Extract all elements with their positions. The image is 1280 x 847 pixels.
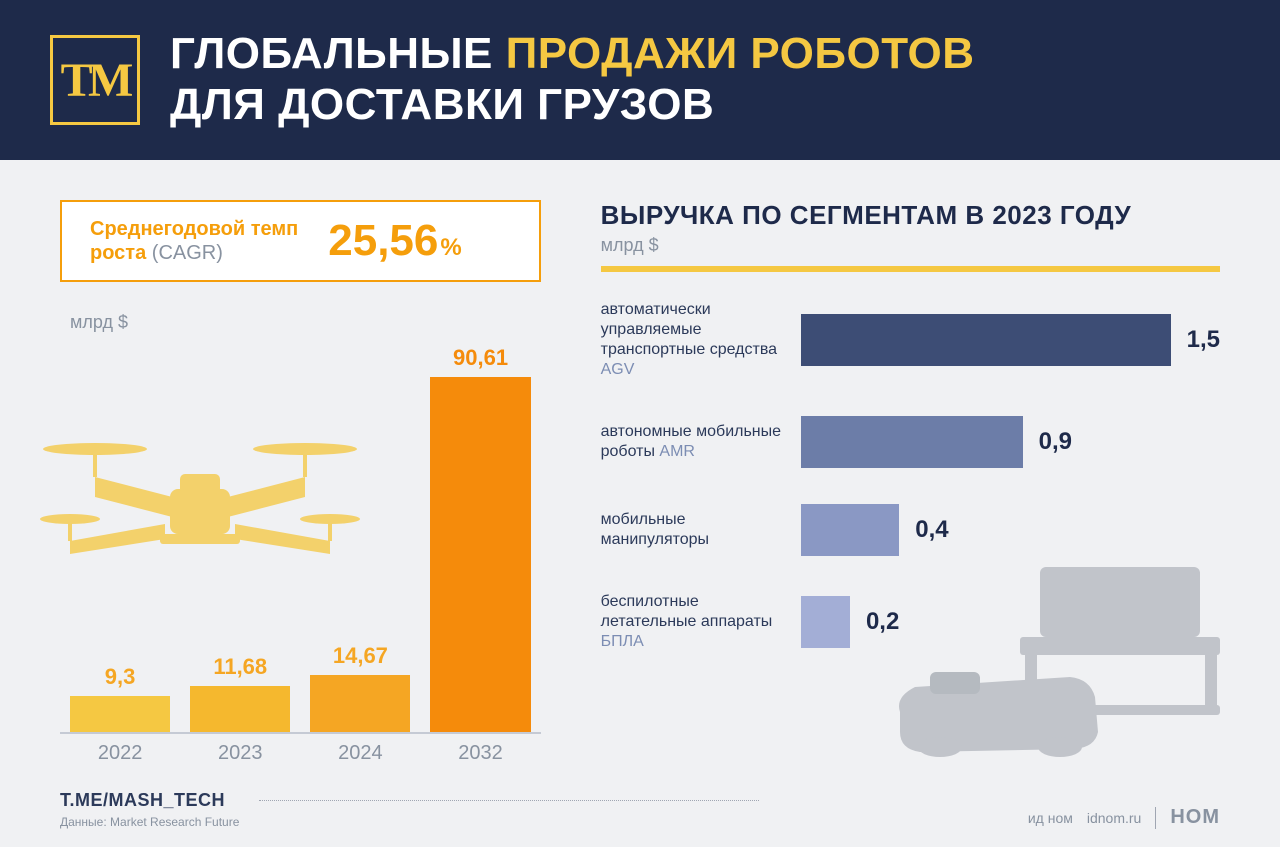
segment-value: 1,5 (1187, 326, 1220, 354)
segment-bar-wrap: 1,5 (801, 314, 1220, 366)
segment-bar (801, 416, 1023, 468)
bar (190, 686, 290, 732)
segment-bar (801, 596, 850, 648)
segment-acronym: AMR (659, 443, 695, 460)
bar-chart-unit: млрд $ (70, 312, 541, 333)
bar-group: 14,67 (310, 643, 410, 732)
bar (310, 675, 410, 732)
bar-value: 9,3 (105, 664, 136, 690)
title-line2: ДЛЯ ДОСТАВКИ ГРУЗОВ (170, 80, 714, 129)
left-column: Среднегодовой темп роста (CAGR) 25,56% м… (60, 200, 541, 765)
segment-label: мобильные манипуляторы (601, 510, 801, 550)
cagr-label-line2: роста (90, 242, 152, 264)
segment-row: беспилотные летательные аппараты БПЛА 0,2 (601, 592, 1220, 652)
footer-channel: T.ME/MASH_TECH (60, 790, 225, 810)
segment-bar-wrap: 0,9 (801, 416, 1220, 468)
cagr-value-wrap: 25,56% (328, 216, 461, 266)
segment-row: мобильные манипуляторы 0,4 (601, 504, 1220, 556)
segment-value: 0,9 (1039, 428, 1072, 456)
cagr-label: Среднегодовой темп роста (CAGR) (90, 217, 298, 265)
segments-underline (601, 266, 1220, 272)
footer: T.ME/MASH_TECH Данные: Market Research F… (60, 790, 1220, 829)
bar-group: 9,3 (70, 664, 170, 732)
bar-xlabel: 2022 (70, 742, 170, 765)
bar-xlabel: 2023 (190, 742, 290, 765)
segment-label: автоматически управляемые транспортные с… (601, 300, 801, 380)
bar-chart-xlabels: 2022 2023 2024 2032 (60, 734, 541, 765)
footer-prefix: ид ном (1028, 810, 1073, 826)
bar-group: 90,61 (430, 345, 530, 732)
footer-brand: НОМ (1170, 806, 1220, 829)
segment-bar (801, 314, 1171, 366)
segment-row: автоматически управляемые транспортные с… (601, 300, 1220, 380)
segments-list: автоматически управляемые транспортные с… (601, 300, 1220, 652)
segment-value: 0,2 (866, 608, 899, 636)
footer-domain: idnom.ru (1087, 810, 1141, 826)
logo-badge: ТМ (50, 35, 140, 125)
segment-acronym: БПЛА (601, 633, 644, 650)
bar-xlabel: 2032 (430, 742, 530, 765)
segment-label: автономные мобильные роботы AMR (601, 422, 801, 462)
footer-divider (1155, 807, 1156, 829)
page-title: ГЛОБАЛЬНЫЕ ПРОДАЖИ РОБОТОВ ДЛЯ ДОСТАВКИ … (170, 29, 975, 130)
segment-bar-wrap: 0,4 (801, 504, 1220, 556)
title-part2: ПРОДАЖИ РОБОТОВ (506, 29, 975, 78)
segment-value: 0,4 (915, 516, 948, 544)
bar-value: 11,68 (213, 654, 267, 680)
segment-bar-wrap: 0,2 (801, 596, 1220, 648)
logo-text: ТМ (61, 53, 130, 108)
segment-row: автономные мобильные роботы AMR 0,9 (601, 416, 1220, 468)
bar-chart: 9,3 11,68 14,67 90,61 (60, 339, 541, 734)
segment-bar (801, 504, 900, 556)
cagr-percent: % (440, 234, 461, 261)
bar-xlabel: 2024 (310, 742, 410, 765)
cagr-box: Среднегодовой темп роста (CAGR) 25,56% (60, 200, 541, 282)
bar (430, 377, 530, 732)
segments-unit: млрд $ (601, 235, 1220, 256)
bar (70, 696, 170, 732)
cagr-value: 25,56 (328, 216, 438, 265)
title-part1: ГЛОБАЛЬНЫЕ (170, 29, 506, 78)
segment-label: беспилотные летательные аппараты БПЛА (601, 592, 801, 652)
bar-value: 90,61 (453, 345, 508, 371)
bar-value: 14,67 (333, 643, 388, 669)
bar-group: 11,68 (190, 654, 290, 732)
segments-title: ВЫРУЧКА ПО СЕГМЕНТАМ В 2023 ГОДУ (601, 200, 1220, 231)
footer-source: Данные: Market Research Future (60, 815, 239, 829)
footer-right: ид ном idnom.ru НОМ (1028, 806, 1220, 829)
cagr-label-line1: Среднегодовой темп (90, 218, 298, 240)
header-band: ТМ ГЛОБАЛЬНЫЕ ПРОДАЖИ РОБОТОВ ДЛЯ ДОСТАВ… (0, 0, 1280, 160)
segment-acronym: AGV (601, 361, 635, 378)
drone-icon (40, 389, 360, 589)
footer-left: T.ME/MASH_TECH Данные: Market Research F… (60, 790, 239, 829)
cagr-label-sub: (CAGR) (152, 242, 223, 264)
